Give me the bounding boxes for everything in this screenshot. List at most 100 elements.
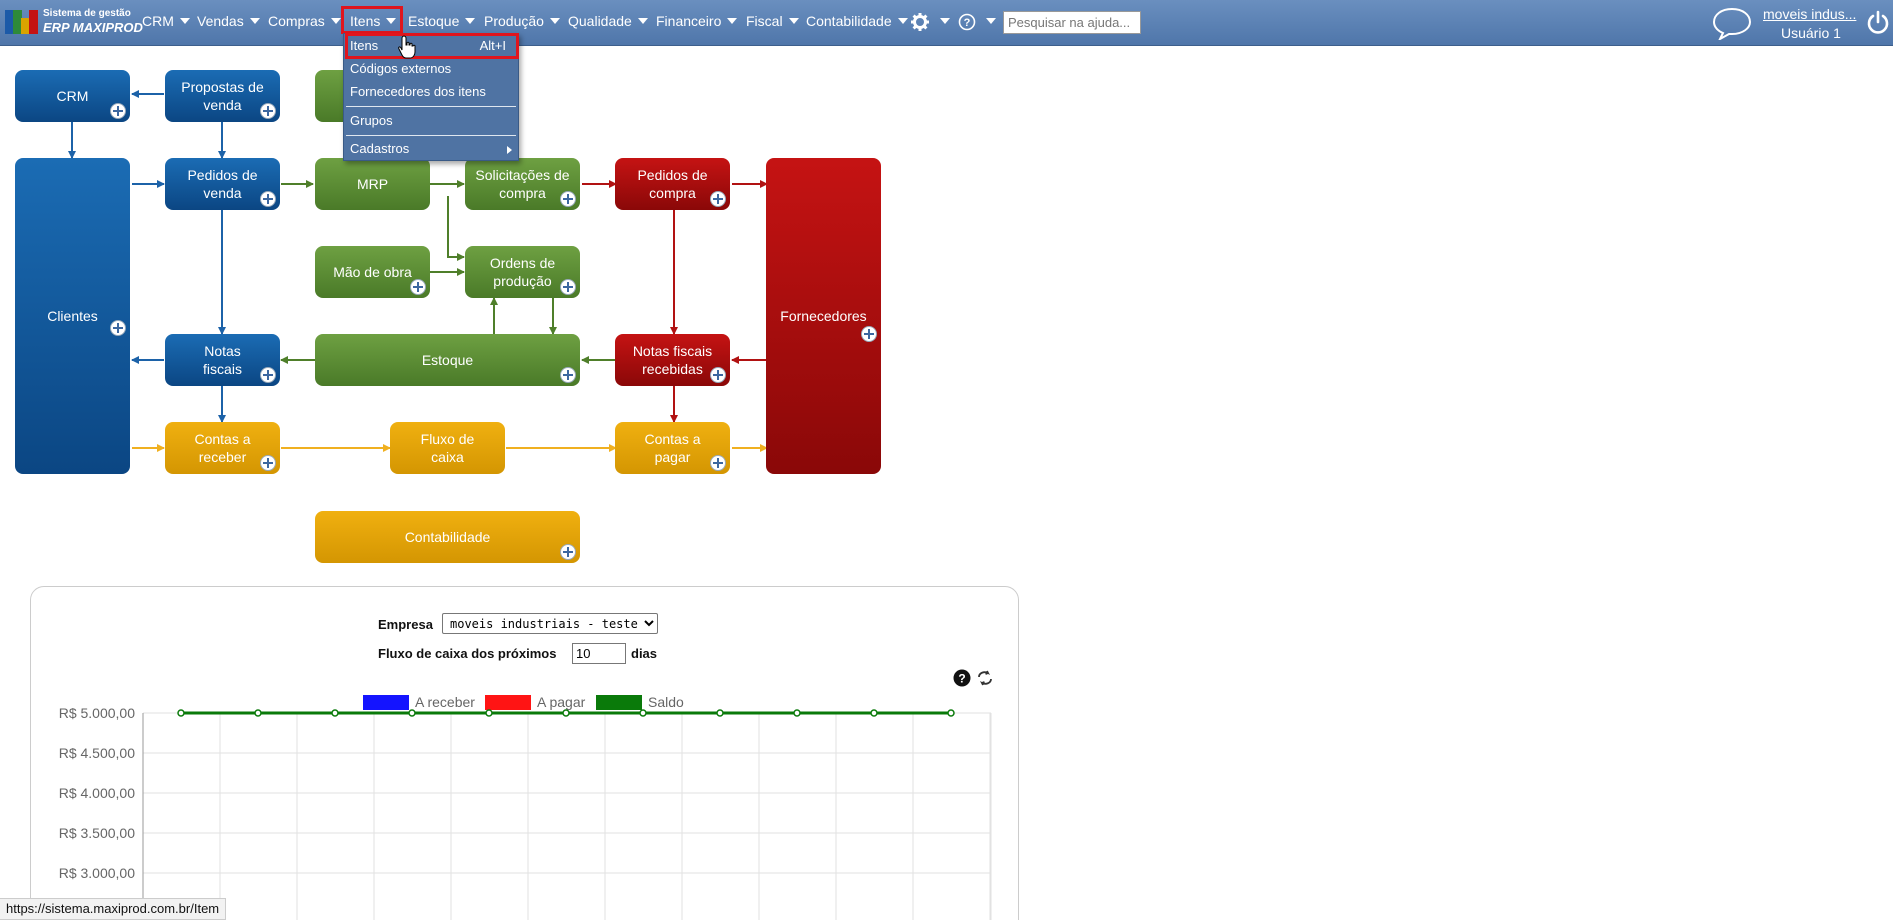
chevron-down-icon	[940, 17, 950, 24]
nav-label: Fiscal	[746, 13, 783, 29]
chevron-down-icon	[330, 18, 341, 24]
flow-box-notas-fiscais[interactable]: Notas fiscais	[165, 334, 280, 386]
add-icon[interactable]	[260, 103, 276, 119]
days-input[interactable]	[572, 643, 626, 664]
nav-menu-fiscal[interactable]: Fiscal	[746, 13, 799, 33]
add-icon[interactable]	[410, 279, 426, 295]
nav-label: Vendas	[197, 13, 244, 29]
flow-box-pedidos-compra[interactable]: Pedidos de compra	[615, 158, 730, 210]
user-menu[interactable]: Usuário 1	[1781, 25, 1849, 41]
nav-menu-qualidade[interactable]: Qualidade	[568, 13, 648, 33]
nav-label: Compras	[268, 13, 325, 29]
hand-cursor-icon	[398, 35, 416, 59]
nav-label: Estoque	[408, 13, 460, 29]
app-logo[interactable]: Sistema de gestão ERP MAXIPROD	[5, 8, 143, 38]
chevron-down-icon	[637, 18, 648, 24]
flow-box-clientes[interactable]: Clientes	[15, 158, 130, 474]
legend-label: Saldo	[648, 694, 684, 710]
add-icon[interactable]	[560, 367, 576, 383]
add-icon[interactable]	[260, 367, 276, 383]
flow-box-label: Ordens de produção	[489, 255, 556, 289]
dropdown-item-grupos[interactable]: Grupos	[344, 110, 518, 132]
add-icon[interactable]	[560, 544, 576, 560]
dropdown-item-label: Fornecedores dos itens	[350, 84, 486, 99]
add-icon[interactable]	[560, 191, 576, 207]
dropdown-item-label: Itens	[350, 38, 379, 53]
nav-menu-financeiro[interactable]: Financeiro	[656, 13, 738, 33]
flow-box-mao-de-obra[interactable]: Mão de obra	[315, 246, 430, 298]
nav-menu-estoque[interactable]: Estoque	[408, 13, 476, 33]
help-search-input[interactable]	[1003, 11, 1141, 34]
legend-swatch	[363, 695, 409, 710]
dropdown-item-codigos-externos[interactable]: Códigos externos	[344, 58, 518, 80]
settings-menu[interactable]	[910, 12, 950, 32]
flow-box-contas-pagar[interactable]: Contas a pagar	[615, 422, 730, 474]
svg-text:?: ?	[958, 672, 965, 686]
gear-icon	[911, 13, 929, 31]
nav-menu-itens[interactable]: Itens	[350, 13, 397, 33]
refresh-icon[interactable]	[976, 669, 994, 687]
itens-dropdown-menu: Itens Alt+I Códigos externos Fornecedore…	[343, 33, 519, 161]
dropdown-item-cadastros[interactable]: Cadastros	[344, 138, 518, 160]
flow-box-ordens-producao[interactable]: Ordens de produção	[465, 246, 580, 298]
chevron-down-icon	[897, 18, 908, 24]
flow-box-estoque[interactable]: Estoque	[315, 334, 580, 386]
dropdown-item-fornecedores-itens[interactable]: Fornecedores dos itens	[344, 81, 518, 103]
chevron-down-icon	[465, 18, 476, 24]
nav-menu-vendas[interactable]: Vendas	[197, 13, 260, 33]
add-icon[interactable]	[710, 367, 726, 383]
data-point	[408, 709, 416, 717]
flow-box-pedidos-venda[interactable]: Pedidos de venda	[165, 158, 280, 210]
legend-swatch	[596, 695, 642, 710]
data-point	[485, 709, 493, 717]
flow-box-label: Propostas de venda	[181, 79, 264, 113]
data-point	[562, 709, 570, 717]
add-icon[interactable]	[710, 191, 726, 207]
flow-box-contabilidade[interactable]: Contabilidade	[315, 511, 580, 563]
y-tick-label: R$ 4.500,00	[59, 745, 135, 761]
legend-label: A pagar	[537, 694, 586, 710]
flow-box-label: CRM	[56, 88, 89, 104]
add-icon[interactable]	[110, 103, 126, 119]
add-icon[interactable]	[110, 320, 126, 336]
flow-box-nf-recebidas[interactable]: Notas fiscais recebidas	[615, 334, 730, 386]
question-circle-icon[interactable]: ?	[953, 669, 971, 687]
nav-menu-crm[interactable]: CRM	[142, 13, 190, 33]
flow-box-contas-receber[interactable]: Contas a receber	[165, 422, 280, 474]
add-icon[interactable]	[710, 455, 726, 471]
y-tick-label: R$ 5.000,00	[59, 705, 135, 721]
add-icon[interactable]	[260, 455, 276, 471]
dropdown-item-itens[interactable]: Itens Alt+I	[344, 35, 518, 57]
legend-swatch	[485, 695, 531, 710]
flow-box-label: Pedidos de compra	[637, 167, 708, 201]
nav-menu-contabilidade[interactable]: Contabilidade	[806, 13, 908, 33]
chat-icon[interactable]	[1712, 6, 1752, 40]
add-icon[interactable]	[560, 279, 576, 295]
fluxo-label: Fluxo de caixa dos próximos	[378, 646, 557, 661]
power-icon[interactable]	[1866, 10, 1890, 34]
flow-box-propostas[interactable]: Propostas de venda	[165, 70, 280, 122]
flow-box-label: Fluxo de caixa	[420, 431, 475, 465]
data-point	[870, 709, 878, 717]
chevron-down-icon	[249, 18, 260, 24]
logo-icon	[5, 10, 39, 36]
flow-box-fornecedores[interactable]: Fornecedores	[766, 158, 881, 474]
flow-box-solicitacoes[interactable]: Solicitações de compra	[465, 158, 580, 210]
flow-box-label: Pedidos de venda	[187, 167, 258, 201]
nav-label: Itens	[350, 13, 381, 29]
add-icon[interactable]	[260, 191, 276, 207]
flow-box-mrp[interactable]: MRP	[315, 158, 430, 210]
data-point	[793, 709, 801, 717]
help-menu[interactable]: ?	[958, 13, 996, 33]
nav-label: Qualidade	[568, 13, 632, 29]
user-company-link[interactable]: moveis indus...	[1763, 6, 1857, 22]
add-icon[interactable]	[861, 326, 877, 342]
chevron-down-icon	[386, 18, 397, 24]
nav-menu-producao[interactable]: Produção	[484, 13, 560, 33]
flow-box-fluxo-caixa[interactable]: Fluxo de caixa	[390, 422, 505, 474]
data-point	[254, 709, 262, 717]
company-select[interactable]: moveis industriais - teste Jonat	[442, 613, 658, 634]
flow-box-label: Mão de obra	[333, 264, 412, 280]
nav-menu-compras[interactable]: Compras	[268, 13, 341, 33]
flow-box-crm[interactable]: CRM	[15, 70, 130, 122]
